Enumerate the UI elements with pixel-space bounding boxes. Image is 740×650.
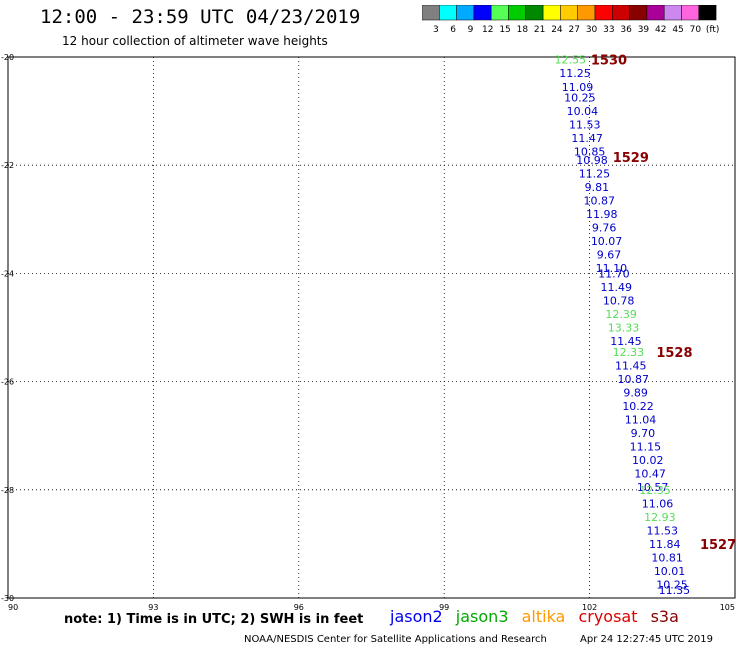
color-scale-label: 39 <box>638 25 650 35</box>
color-scale-label: 27 <box>569 25 580 35</box>
y-tick-label: -24 <box>1 269 14 278</box>
page-subtitle: 12 hour collection of altimeter wave hei… <box>62 34 328 48</box>
swh-data-label: 10.85 <box>574 146 606 159</box>
color-scale-label: 42 <box>655 25 666 35</box>
swh-data-label: 9.76 <box>592 221 617 234</box>
swh-data-label: 12.35 <box>639 484 671 497</box>
swh-data-label: 10.04 <box>567 105 599 118</box>
color-scale-label: 21 <box>534 25 545 35</box>
swh-data-label: 10.07 <box>591 235 623 248</box>
swh-data-label: 11.70 <box>598 267 630 280</box>
wave-height-chart: 90 93 96 99 102 105-20-22-24-26-28-3012.5511.… <box>1 53 736 610</box>
swh-data-label: 12.39 <box>605 308 637 321</box>
x-tick-label: 96 <box>294 603 304 610</box>
legend-cryosat: cryosat <box>578 607 638 626</box>
y-tick-label: -20 <box>1 53 14 62</box>
pass-number-label: 1530 <box>591 54 627 69</box>
swh-data-label: 9.67 <box>597 248 622 261</box>
swh-data-label: 9.70 <box>631 427 656 440</box>
swh-data-label: 10.25 <box>656 578 688 591</box>
color-swatch <box>698 5 717 21</box>
color-scale-label: (ft) <box>706 25 720 35</box>
footer-note: note: 1) Time is in UTC; 2) SWH is in fe… <box>64 612 364 627</box>
color-scale-label: 9 <box>468 25 474 35</box>
satellite-legend: jason2 jason3 altika cryosat s3a <box>390 607 687 626</box>
color-scale-label: 18 <box>517 25 529 35</box>
swh-data-label: 11.53 <box>569 119 601 132</box>
swh-data-label: 11.45 <box>610 335 642 348</box>
swh-data-label: 10.47 <box>634 468 666 481</box>
swh-data-label: 10.01 <box>654 565 686 578</box>
swh-data-label: 11.09 <box>562 81 594 94</box>
swh-data-label: 10.87 <box>584 194 616 207</box>
credit-text: NOAA/NESDIS Center for Satellite Applica… <box>244 634 547 645</box>
swh-data-label: 12.93 <box>644 511 676 524</box>
y-tick-label: -28 <box>1 486 14 495</box>
swh-data-label: 10.87 <box>617 373 649 386</box>
swh-data-label: 11.47 <box>571 132 603 145</box>
swh-data-label: 9.89 <box>623 386 648 399</box>
page-title: 12:00 - 23:59 UTC 04/23/2019 <box>40 6 361 28</box>
pass-number-label: 1529 <box>613 151 649 166</box>
swh-data-label: 10.81 <box>651 551 683 564</box>
pass-number-label: 1527 <box>700 538 736 553</box>
color-scale-label: 33 <box>603 25 614 35</box>
swh-data-label: 11.84 <box>649 538 681 551</box>
swh-data-label: 11.25 <box>579 167 611 180</box>
color-scale-label: 12 <box>482 25 493 35</box>
swh-data-label: 10.22 <box>622 400 654 413</box>
x-tick-label: 90 <box>8 603 18 610</box>
swh-data-label: 12.33 <box>613 346 645 359</box>
swh-data-label: 10.25 <box>564 92 596 105</box>
swh-data-label: 12.55 <box>554 54 586 67</box>
color-scale-label: 30 <box>586 25 598 35</box>
y-tick-label: -22 <box>1 161 14 170</box>
color-scale-label: 3 <box>433 25 439 35</box>
swh-data-label: 13.33 <box>608 322 640 335</box>
swh-data-label: 10.98 <box>576 154 608 167</box>
y-tick-label: -30 <box>1 594 14 603</box>
swh-data-label: 11.45 <box>615 359 647 372</box>
swh-data-label: 11.06 <box>642 497 674 510</box>
swh-data-label: 11.49 <box>601 281 633 294</box>
legend-jason3: jason3 <box>455 607 509 626</box>
color-scale-legend: 3 6 9 12 15 18 21 24 27 30 33 36 39 42 45 70 (ft) <box>422 5 720 35</box>
legend-jason2: jason2 <box>390 607 443 626</box>
swh-data-label: 11.35 <box>659 584 691 597</box>
swh-data-label: 10.78 <box>603 294 635 307</box>
swh-data-label: 9.81 <box>585 181 610 194</box>
legend-altika: altika <box>521 607 566 626</box>
swh-data-label: 11.15 <box>630 441 662 454</box>
x-tick-label: 99 <box>439 603 449 610</box>
swh-data-label: 11.25 <box>559 67 591 80</box>
swh-data-label: 11.04 <box>625 413 657 426</box>
swh-data-label: 10.02 <box>632 454 664 467</box>
swh-data-label: 10.57 <box>637 481 669 494</box>
swh-data-label: 11.53 <box>647 524 679 537</box>
color-scale-label: 70 <box>690 25 702 35</box>
color-scale-label: 6 <box>450 25 456 35</box>
color-scale-label: 15 <box>499 25 510 35</box>
pass-number-label: 1528 <box>656 346 692 361</box>
swh-data-label: 11.98 <box>586 208 618 221</box>
y-tick-label: -26 <box>1 378 14 387</box>
x-tick-label: 102 <box>582 603 597 610</box>
color-scale-label: 36 <box>620 25 632 35</box>
x-tick-label: 105 <box>720 603 735 610</box>
generation-timestamp: Apr 24 12:27:45 UTC 2019 <box>580 634 713 645</box>
x-tick-label: 93 <box>148 603 158 610</box>
color-scale-label: 24 <box>551 25 563 35</box>
swh-data-label: 11.10 <box>596 262 628 275</box>
plot-frame <box>7 56 736 599</box>
color-scale-label: 45 <box>672 25 683 35</box>
legend-s3a: s3a <box>650 607 679 626</box>
